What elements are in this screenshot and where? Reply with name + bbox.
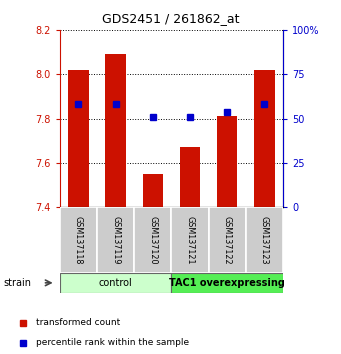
Bar bbox=[254, 70, 275, 207]
Bar bbox=[143, 174, 163, 207]
Text: strain: strain bbox=[3, 278, 31, 288]
Bar bbox=[171, 273, 283, 293]
Bar bbox=[217, 116, 237, 207]
Text: GSM137121: GSM137121 bbox=[186, 216, 194, 264]
Bar bbox=[246, 207, 283, 273]
Bar bbox=[60, 207, 97, 273]
Text: GSM137120: GSM137120 bbox=[148, 216, 157, 264]
Text: GDS2451 / 261862_at: GDS2451 / 261862_at bbox=[102, 12, 239, 25]
Bar bbox=[171, 207, 209, 273]
Bar bbox=[209, 207, 246, 273]
Text: GSM137122: GSM137122 bbox=[223, 216, 232, 264]
Bar bbox=[60, 273, 172, 293]
Bar bbox=[180, 147, 200, 207]
Text: GSM137119: GSM137119 bbox=[111, 216, 120, 264]
Bar bbox=[105, 55, 126, 207]
Text: GSM137123: GSM137123 bbox=[260, 216, 269, 264]
Bar bbox=[68, 70, 89, 207]
Text: percentile rank within the sample: percentile rank within the sample bbox=[36, 338, 189, 347]
Bar bbox=[97, 207, 134, 273]
Text: transformed count: transformed count bbox=[36, 318, 120, 327]
Bar bbox=[134, 207, 171, 273]
Text: GSM137118: GSM137118 bbox=[74, 216, 83, 264]
Text: TAC1 overexpressing: TAC1 overexpressing bbox=[169, 278, 285, 288]
Text: control: control bbox=[99, 278, 132, 288]
